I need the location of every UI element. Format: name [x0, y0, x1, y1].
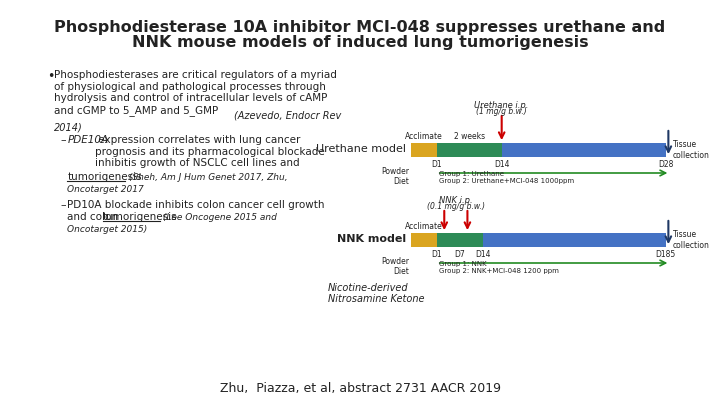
Text: D185: D185 — [655, 250, 675, 259]
Text: Urethane model: Urethane model — [316, 144, 406, 154]
Text: Oncotarget 2015): Oncotarget 2015) — [68, 225, 148, 234]
Text: Powder
Diet: Powder Diet — [381, 167, 409, 186]
Bar — [411, 233, 437, 247]
Text: Urethane i.p.: Urethane i.p. — [474, 101, 529, 110]
Text: 2014): 2014) — [55, 123, 83, 133]
Text: PD10A blockade inhibits colon cancer cell growth
and colon: PD10A blockade inhibits colon cancer cel… — [68, 200, 325, 222]
Text: tumorigenesis: tumorigenesis — [68, 173, 142, 183]
Text: Acclimate: Acclimate — [405, 132, 443, 141]
Text: expression correlates with lung cancer
prognosis and its pharmacological blockad: expression correlates with lung cancer p… — [95, 135, 325, 168]
Text: –: – — [60, 200, 66, 210]
Text: NNK model: NNK model — [337, 234, 406, 244]
Bar — [411, 143, 437, 157]
Text: Group 2: NNK+MCI-048 1200 ppm: Group 2: NNK+MCI-048 1200 ppm — [438, 268, 559, 274]
Text: tumorigenesis: tumorigenesis — [102, 213, 177, 222]
Text: •: • — [47, 70, 55, 83]
Text: 2 weeks: 2 weeks — [454, 132, 485, 141]
Text: D1: D1 — [431, 160, 442, 169]
Text: Tissue
collection: Tissue collection — [673, 230, 710, 250]
Text: Tissue
collection: Tissue collection — [673, 140, 710, 160]
Bar — [437, 233, 483, 247]
Bar — [483, 233, 665, 247]
Bar — [502, 143, 665, 157]
Text: NNK mouse models of induced lung tumorigenesis: NNK mouse models of induced lung tumorig… — [132, 35, 588, 50]
Text: D14: D14 — [475, 250, 491, 259]
Text: Phosphodiesterase 10A inhibitor MCI-048 suppresses urethane and: Phosphodiesterase 10A inhibitor MCI-048 … — [55, 20, 665, 35]
Text: (Azevedo, Endocr Rev: (Azevedo, Endocr Rev — [234, 111, 341, 121]
Text: Nitrosamine Ketone: Nitrosamine Ketone — [328, 294, 424, 304]
Text: Oncotarget 2017: Oncotarget 2017 — [68, 185, 144, 194]
Text: (Sheh, Am J Hum Genet 2017, Zhu,: (Sheh, Am J Hum Genet 2017, Zhu, — [126, 173, 287, 181]
Text: Acclimate: Acclimate — [405, 222, 443, 231]
Text: PDE10A: PDE10A — [68, 135, 109, 145]
Text: Nicotine-derived: Nicotine-derived — [328, 283, 408, 293]
Text: Group 1: NNK: Group 1: NNK — [438, 261, 486, 267]
Text: Powder
Diet: Powder Diet — [381, 257, 409, 276]
Text: Group 1: Urethane: Group 1: Urethane — [438, 171, 504, 177]
Text: (0.1 mg/g b.w.): (0.1 mg/g b.w.) — [427, 202, 485, 211]
Text: (Lee Oncogene 2015 and: (Lee Oncogene 2015 and — [160, 213, 277, 222]
Text: (1 mg/g b.w.): (1 mg/g b.w.) — [477, 107, 527, 116]
Text: Phosphodiesterases are critical regulators of a myriad
of physiological and path: Phosphodiesterases are critical regulato… — [55, 70, 337, 116]
Text: D14: D14 — [494, 160, 510, 169]
Bar — [437, 143, 502, 157]
Text: D28: D28 — [658, 160, 673, 169]
Text: NNK i.p.: NNK i.p. — [439, 196, 472, 205]
Text: –: – — [60, 135, 66, 145]
Text: Zhu,  Piazza, et al, abstract 2731 AACR 2019: Zhu, Piazza, et al, abstract 2731 AACR 2… — [220, 382, 500, 395]
Text: D1: D1 — [431, 250, 442, 259]
Text: Group 2: Urethane+MCI-048 1000ppm: Group 2: Urethane+MCI-048 1000ppm — [438, 178, 574, 184]
Text: D7: D7 — [454, 250, 465, 259]
